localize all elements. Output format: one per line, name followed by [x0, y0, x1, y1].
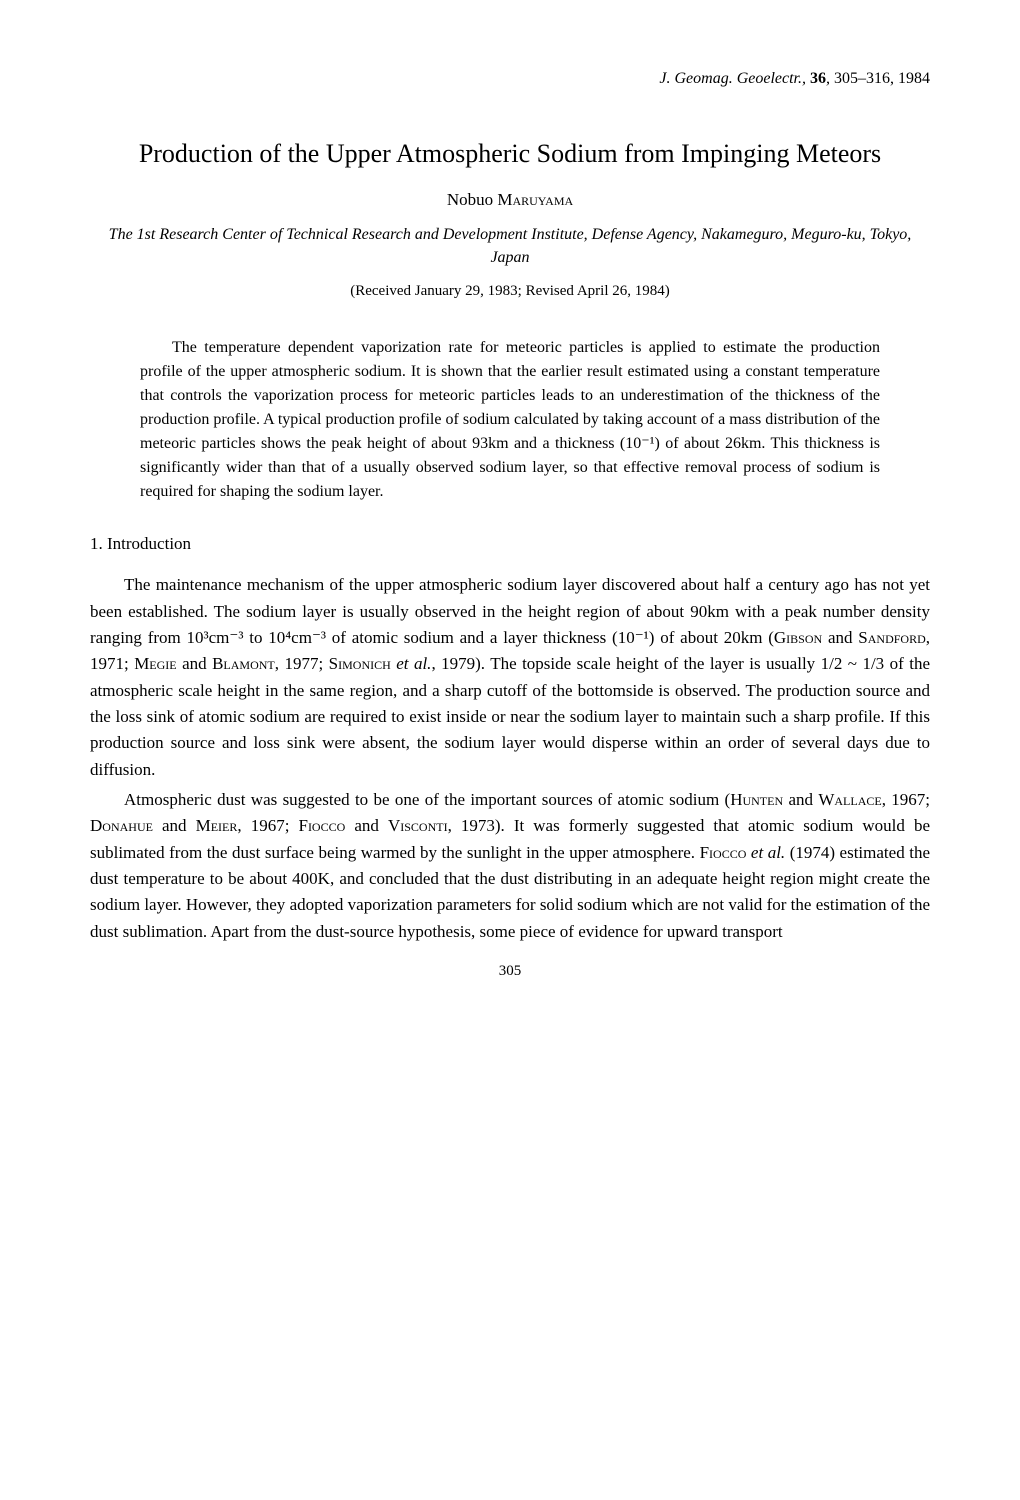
affiliation: The 1st Research Center of Technical Res… [90, 224, 930, 269]
journal-citation: J. Geomag. Geoelectr., 36, 305–316, 1984 [90, 70, 930, 88]
section-heading-1: 1. Introduction [90, 534, 930, 554]
intro-para-2: Atmospheric dust was suggested to be one… [90, 787, 930, 945]
received-date: (Received January 29, 1983; Revised Apri… [90, 283, 930, 300]
paper-title: Production of the Upper Atmospheric Sodi… [90, 136, 930, 172]
journal-volume: 36 [810, 70, 826, 87]
author-line: Nobuo Maruyama [90, 190, 930, 210]
intro-para-1: The maintenance mechanism of the upper a… [90, 572, 930, 783]
journal-pages: 305–316, 1984 [834, 70, 930, 87]
page-number: 305 [90, 963, 930, 980]
abstract: The temperature dependent vaporization r… [140, 336, 880, 504]
journal-name: J. Geomag. Geoelectr. [659, 70, 802, 87]
author-surname: Maruyama [497, 190, 573, 209]
author-given: Nobuo [447, 190, 493, 209]
